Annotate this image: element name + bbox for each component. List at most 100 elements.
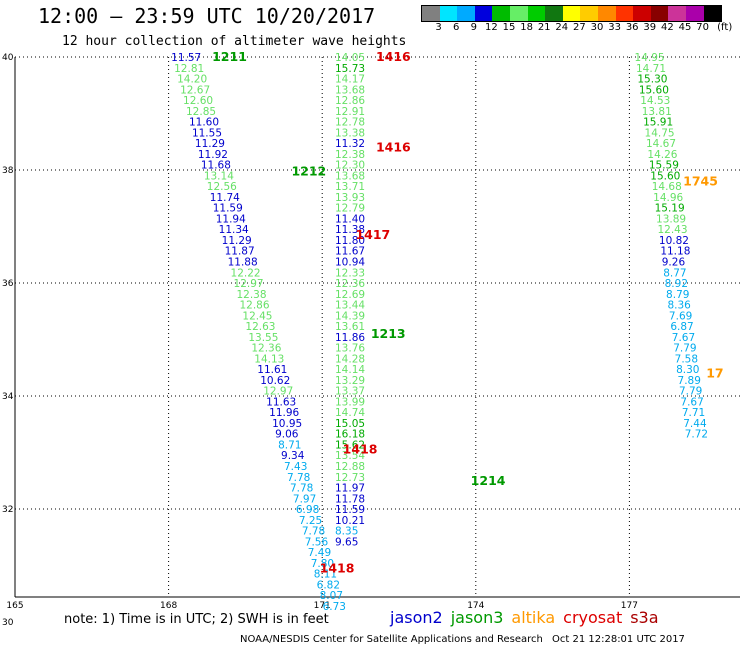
scale-swatch xyxy=(703,6,722,21)
data-point: 14.14 xyxy=(335,364,365,376)
scale-swatch xyxy=(439,6,458,21)
y-tick-label: 40 xyxy=(2,53,14,63)
pass-time-label: 1212 xyxy=(291,164,326,179)
legend-entry: s3a xyxy=(630,608,659,627)
data-point: 15.19 xyxy=(655,203,685,215)
scale-tick-label: 24 xyxy=(555,22,569,33)
data-point: 11.55 xyxy=(192,127,222,139)
data-point: 13.44 xyxy=(335,300,365,312)
data-point: 14.71 xyxy=(636,63,666,75)
scale-swatch xyxy=(650,6,669,21)
data-point: 11.60 xyxy=(189,117,219,129)
scale-tick-label: 30 xyxy=(590,22,604,33)
data-point: 8.77 xyxy=(663,267,686,279)
scale-tick-label: 6 xyxy=(453,22,460,33)
data-point: 11.32 xyxy=(335,138,365,150)
data-point: 9.06 xyxy=(275,429,299,441)
data-point: 8.11 xyxy=(314,569,337,581)
data-point: 12.88 xyxy=(335,461,365,473)
data-point: 10.82 xyxy=(659,235,689,247)
data-point: 11.78 xyxy=(335,493,365,505)
data-point: 7.44 xyxy=(683,418,707,430)
data-point: 16.18 xyxy=(335,429,365,441)
data-point: 7.56 xyxy=(305,536,329,548)
chart-title: 12:00 – 23:59 UTC 10/20/2017 xyxy=(38,4,376,28)
data-point: 13.37 xyxy=(335,386,365,398)
data-point: 13.93 xyxy=(335,192,365,204)
data-point: 13.81 xyxy=(642,106,672,118)
data-point: 14.95 xyxy=(635,52,665,64)
data-point: 12.22 xyxy=(231,267,261,279)
pass-time-label: 1745 xyxy=(683,173,718,188)
data-point: 15.73 xyxy=(335,63,365,75)
x-tick-label: 177 xyxy=(621,601,638,611)
scale-swatch xyxy=(545,6,563,21)
generated-timestamp: Oct 21 12:28:01 UTC 2017 xyxy=(552,634,685,645)
satellite-legend: jason2 jason3 altika cryosat s3a xyxy=(390,608,667,627)
data-point: 12.56 xyxy=(207,181,237,193)
data-point: 12.81 xyxy=(174,63,204,75)
data-point: 15.05 xyxy=(335,418,365,430)
data-point: 10.21 xyxy=(335,515,365,527)
data-point: 11.57 xyxy=(171,52,201,64)
data-point: 14.05 xyxy=(335,52,365,64)
data-point: 13.71 xyxy=(335,181,365,193)
data-point: 11.88 xyxy=(228,257,258,269)
legend-entry: jason3 xyxy=(450,608,504,627)
pass-time-label: 1416 xyxy=(376,139,411,154)
data-point: 13.38 xyxy=(335,127,365,139)
y-tick-label: 32 xyxy=(2,505,13,515)
data-point: 12.63 xyxy=(245,321,275,333)
legend-entry: altika xyxy=(511,608,556,627)
x-tick-label: 174 xyxy=(467,601,484,611)
data-point: 11.97 xyxy=(335,483,365,495)
data-point: 12.33 xyxy=(335,267,365,279)
data-point: 10.95 xyxy=(272,418,302,430)
data-point: 11.74 xyxy=(210,192,240,204)
data-point: 7.71 xyxy=(682,407,705,419)
data-point: 13.14 xyxy=(204,170,234,182)
scale-swatch xyxy=(685,6,704,21)
data-point: 6.87 xyxy=(670,321,693,333)
data-point: 11.34 xyxy=(219,224,249,236)
data-point: 11.80 xyxy=(335,235,365,247)
color-scale-labels: 3 6 9 12 15 18 21 24 27 30 33 36 39 42 45 70 (ft) xyxy=(421,22,740,34)
data-point: 7.79 xyxy=(679,386,702,398)
scale-swatch xyxy=(668,6,686,21)
scale-tick-label: 33 xyxy=(608,22,621,33)
data-point: 15.59 xyxy=(649,160,679,172)
data-point: 7.67 xyxy=(672,332,695,344)
pass-time-label: 1417 xyxy=(355,227,390,242)
data-point: 12.38 xyxy=(335,149,365,161)
color-scale-bar xyxy=(421,5,723,22)
data-point: 7.80 xyxy=(311,558,334,570)
data-point: 8.07 xyxy=(320,590,343,602)
scale-tick-label: 15 xyxy=(502,22,516,33)
y-tick-label: 36 xyxy=(2,279,14,289)
data-point: 8.79 xyxy=(666,289,689,301)
data-point: 7.72 xyxy=(685,429,708,441)
scale-swatch xyxy=(509,6,528,21)
data-point: 13.68 xyxy=(335,170,365,182)
data-point: 7.97 xyxy=(293,493,316,505)
data-point: 12.79 xyxy=(335,203,365,215)
pass-time-label: 1418 xyxy=(320,560,355,575)
pass-time-label: 1213 xyxy=(371,326,406,341)
data-point: 7.78 xyxy=(302,526,325,538)
y-tick-label: 34 xyxy=(2,392,14,402)
data-point: 12.38 xyxy=(236,289,266,301)
data-point: 12.86 xyxy=(335,95,365,107)
data-point: 11.96 xyxy=(269,407,299,419)
scale-swatch xyxy=(474,6,493,21)
data-point: 14.68 xyxy=(652,181,682,193)
scale-swatch xyxy=(422,6,440,21)
y-tick-label: 30 xyxy=(2,618,14,628)
data-point: 12.73 xyxy=(335,472,365,484)
data-point: 11.18 xyxy=(660,246,690,258)
data-point: 12.97 xyxy=(234,278,264,290)
data-point: 13.68 xyxy=(335,84,365,96)
pass-time-label: 1418 xyxy=(343,442,378,457)
data-point: 11.29 xyxy=(195,138,225,150)
scale-tick-label: 42 xyxy=(661,22,674,33)
data-point: 13.54 xyxy=(335,450,365,462)
